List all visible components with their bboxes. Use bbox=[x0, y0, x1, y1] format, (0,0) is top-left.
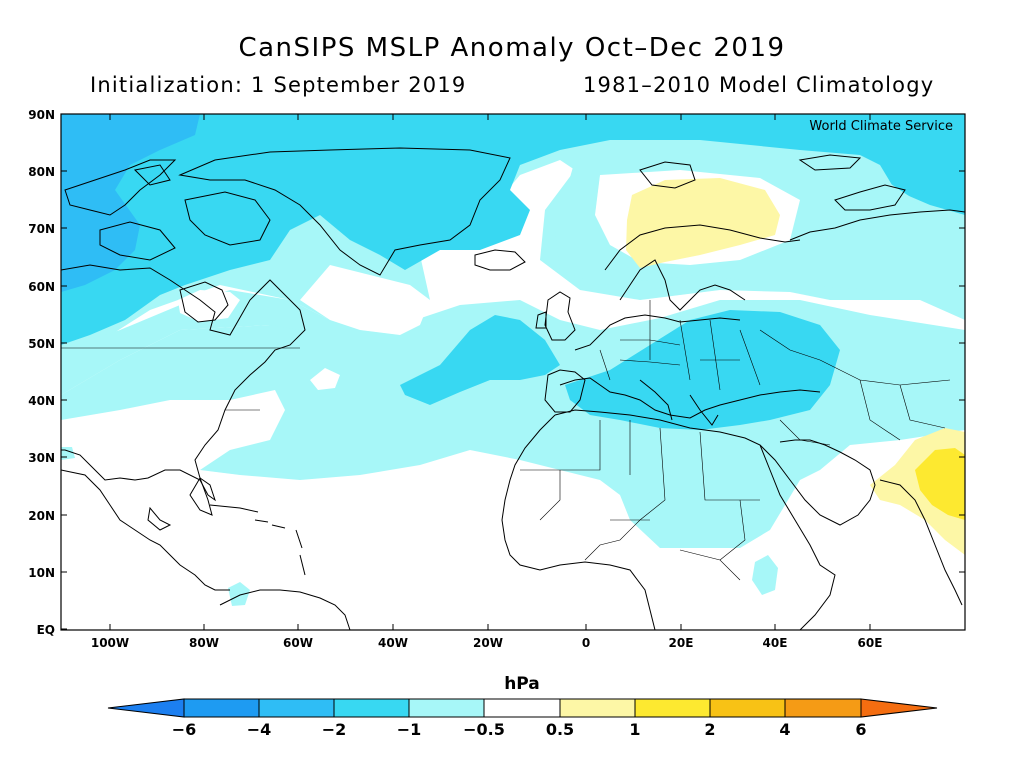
colorbar-label: −4 bbox=[247, 720, 272, 739]
africa-coast bbox=[501, 409, 836, 630]
south-america-coast bbox=[219, 589, 351, 630]
lat-label: 80N bbox=[28, 165, 55, 179]
lon-label: 40E bbox=[763, 636, 788, 650]
lat-label: 60N bbox=[28, 280, 55, 294]
map-title: CanSIPS MSLP Anomaly Oct–Dec 2019 bbox=[238, 33, 786, 63]
colorbar-swatch bbox=[559, 698, 636, 718]
colorbar-label: 2 bbox=[704, 720, 715, 739]
anomaly-cyan-atlantic bbox=[400, 315, 560, 405]
colorbar-label: 6 bbox=[855, 720, 866, 739]
anomaly-white-hudson bbox=[178, 290, 240, 322]
lon-label: 40W bbox=[378, 636, 408, 650]
russia-arctic-coast bbox=[789, 184, 965, 241]
north-america-coast bbox=[61, 264, 306, 502]
lat-label: 20N bbox=[28, 509, 55, 523]
colorbar bbox=[107, 698, 938, 718]
british-isles bbox=[535, 291, 576, 341]
lat-label: 90N bbox=[28, 108, 55, 122]
italy-greece bbox=[639, 379, 719, 426]
coastlines bbox=[61, 147, 965, 630]
middle-east-coast bbox=[759, 439, 876, 526]
colorbar-label: −1 bbox=[397, 720, 422, 739]
anomaly-cyan-europe bbox=[565, 310, 840, 430]
iceland-coast bbox=[474, 249, 526, 271]
lon-label: 0 bbox=[582, 636, 590, 650]
india-coast bbox=[879, 479, 963, 606]
lon-label: 100W bbox=[91, 636, 129, 650]
colorbar-label: 4 bbox=[779, 720, 790, 739]
lat-label: 70N bbox=[28, 222, 55, 236]
anomaly-cyan-arctic bbox=[61, 114, 965, 345]
caribbean-islands bbox=[209, 504, 306, 576]
lat-label: 10N bbox=[28, 566, 55, 580]
colorbar-swatch bbox=[634, 698, 711, 718]
canada-arctic-islands bbox=[64, 159, 271, 261]
svalbard bbox=[639, 154, 862, 189]
country-borders bbox=[61, 300, 951, 581]
lat-label: 40N bbox=[28, 394, 55, 408]
greenland-coast bbox=[178, 147, 511, 276]
colorbar-title: hPa bbox=[504, 674, 540, 694]
scandinavia-coast bbox=[604, 224, 801, 311]
lat-label: 30N bbox=[28, 451, 55, 465]
hudson-bay bbox=[179, 281, 229, 323]
colorbar-label: 1 bbox=[629, 720, 640, 739]
lon-label: 60E bbox=[858, 636, 883, 650]
lat-label: EQ bbox=[37, 623, 55, 637]
colorbar-swatch bbox=[709, 698, 786, 718]
anomaly-yellow-scandinavia bbox=[626, 178, 780, 268]
latitude-labels: 90N 80N 70N 60N 50N 40N 30N 20N 10N EQ bbox=[28, 108, 55, 637]
colorbar-swatch bbox=[258, 698, 335, 718]
anomaly-light-usa-hole bbox=[61, 290, 330, 395]
map-frame bbox=[60, 113, 966, 631]
colorbar-label: 0.5 bbox=[546, 720, 574, 739]
anomaly-blue-canada-arctic bbox=[61, 114, 200, 292]
anomaly-light-caribbean bbox=[228, 582, 250, 606]
colorbar-swatch bbox=[333, 698, 410, 718]
colorbar-swatch-right-arrow bbox=[860, 698, 938, 718]
longitude-ticks bbox=[109, 114, 871, 630]
colorbar-swatch-neg-6-left-arrow bbox=[107, 698, 185, 718]
colorbar-label: −6 bbox=[172, 720, 197, 739]
colorbar-label: −2 bbox=[322, 720, 347, 739]
anomaly-white-atlantic-spot bbox=[310, 368, 340, 390]
anomaly-white-labrador-sea bbox=[300, 265, 430, 335]
colorbar-swatch bbox=[784, 698, 862, 718]
lat-label: 50N bbox=[28, 337, 55, 351]
anomaly-yellow-india-core bbox=[915, 448, 965, 520]
latitude-ticks bbox=[61, 113, 965, 630]
climatology-label: 1981–2010 Model Climatology bbox=[583, 73, 935, 97]
colorbar-swatch bbox=[183, 698, 260, 718]
central-america-coast bbox=[61, 469, 230, 591]
lon-label: 20E bbox=[669, 636, 694, 650]
anomaly-light-east-africa bbox=[752, 555, 778, 595]
initialization-label: Initialization: 1 September 2019 bbox=[90, 73, 467, 97]
longitude-labels: 100W 80W 60W 40W 20W 0 20E 40E 60E bbox=[91, 636, 883, 650]
florida-yucatan bbox=[147, 476, 213, 531]
lon-label: 20W bbox=[473, 636, 503, 650]
colorbar-label: −0.5 bbox=[463, 720, 505, 739]
europe-coast bbox=[559, 314, 821, 419]
colorbar-labels: −6 −4 −2 −1 −0.5 0.5 1 2 4 6 bbox=[172, 720, 867, 739]
iberia-coast bbox=[544, 369, 586, 413]
lon-label: 60W bbox=[283, 636, 313, 650]
colorbar-swatch bbox=[408, 698, 485, 718]
credit-label: World Climate Service bbox=[809, 119, 953, 134]
anomaly-fields bbox=[61, 114, 965, 630]
lon-label: 80W bbox=[189, 636, 219, 650]
colorbar-swatch bbox=[483, 698, 561, 718]
